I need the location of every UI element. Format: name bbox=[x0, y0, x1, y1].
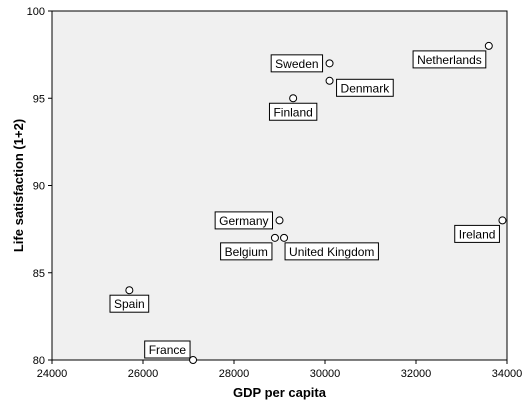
point-marker bbox=[325, 76, 334, 85]
point-marker bbox=[498, 216, 507, 225]
x-tick-label: 30000 bbox=[310, 368, 341, 380]
point-marker bbox=[125, 286, 134, 295]
y-tick-label: 85 bbox=[33, 268, 45, 280]
x-axis-ticks: 24000 26000 28000 30000 32000 34000 bbox=[37, 360, 523, 380]
point-label: Spain bbox=[114, 297, 145, 311]
point-label: Germany bbox=[219, 214, 268, 228]
point-united-kingdom: United Kingdom bbox=[280, 233, 379, 261]
x-tick-label: 26000 bbox=[128, 368, 159, 380]
point-ireland: Ireland bbox=[454, 216, 507, 243]
point-label-box bbox=[454, 224, 500, 243]
data-points: Netherlands Sweden Denmark Finland Germany Be… bbox=[109, 41, 507, 364]
point-label-box bbox=[109, 294, 150, 313]
x-tick-label: 24000 bbox=[37, 368, 68, 380]
point-marker bbox=[280, 233, 289, 242]
point-marker bbox=[189, 356, 198, 364]
point-marker bbox=[270, 233, 279, 242]
point-marker bbox=[289, 94, 298, 103]
point-label: Ireland bbox=[459, 227, 496, 241]
point-france: France bbox=[144, 340, 198, 364]
point-belgium: Belgium bbox=[220, 233, 279, 261]
point-label: Finland bbox=[273, 105, 312, 119]
point-label-box bbox=[284, 242, 379, 261]
point-label: Sweden bbox=[275, 57, 318, 71]
point-label-box bbox=[412, 50, 487, 69]
y-tick-label: 90 bbox=[33, 181, 45, 193]
point-finland: Finland bbox=[268, 94, 318, 121]
x-axis-title: GDP per capita bbox=[233, 385, 327, 400]
y-tick-label: 80 bbox=[33, 355, 45, 367]
point-germany: Germany bbox=[214, 211, 284, 230]
y-axis-ticks: 80 85 90 95 100 bbox=[27, 6, 52, 367]
point-label-box bbox=[220, 242, 273, 261]
point-label-box bbox=[270, 54, 324, 73]
point-denmark: Denmark bbox=[325, 76, 394, 97]
point-label-box bbox=[336, 78, 394, 97]
point-marker bbox=[484, 41, 493, 50]
point-label-box bbox=[144, 340, 191, 359]
point-netherlands: Netherlands bbox=[412, 41, 493, 69]
point-marker bbox=[275, 216, 284, 225]
point-label: Denmark bbox=[341, 81, 391, 95]
point-label: United Kingdom bbox=[289, 245, 374, 259]
y-tick-label: 95 bbox=[33, 93, 45, 105]
point-sweden: Sweden bbox=[270, 54, 334, 73]
point-spain: Spain bbox=[109, 286, 150, 313]
x-tick-label: 34000 bbox=[492, 368, 523, 380]
point-label: France bbox=[149, 343, 187, 357]
point-marker bbox=[325, 59, 334, 68]
point-label: Belgium bbox=[225, 245, 268, 259]
y-tick-label: 100 bbox=[27, 6, 45, 18]
point-label-box bbox=[214, 211, 273, 230]
point-label-box bbox=[268, 102, 318, 121]
x-tick-label: 32000 bbox=[401, 368, 432, 380]
x-tick-label: 28000 bbox=[219, 368, 250, 380]
y-axis-title: Life satisfaction (1+2) bbox=[11, 119, 26, 252]
point-label: Netherlands bbox=[417, 53, 482, 67]
